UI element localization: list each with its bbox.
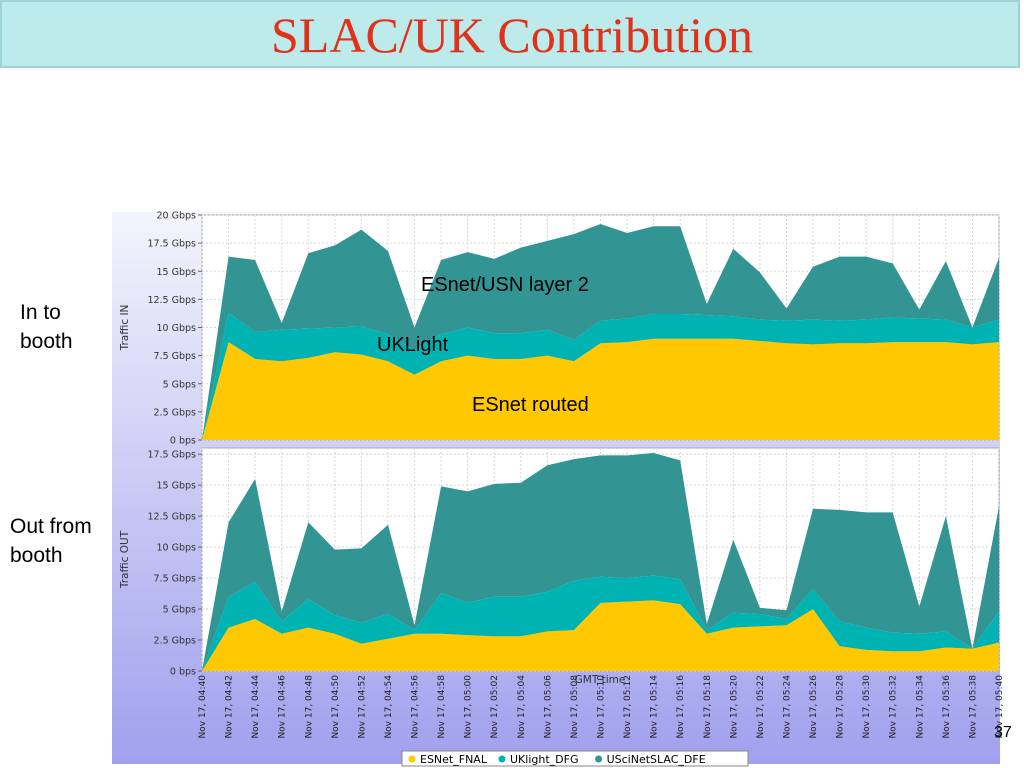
out-from-booth-label: Out from booth <box>10 515 92 567</box>
x-tick-label: Nov 17, 05:06 <box>543 675 553 739</box>
area-in-USciNetSLAC_DFE <box>202 224 999 440</box>
x-tick-label: Nov 17, 05:16 <box>676 675 686 739</box>
page-number: 37 <box>994 724 1012 741</box>
x-tick-label: Nov 17, 04:58 <box>437 675 447 739</box>
x-tick-label: Nov 17, 05:40 <box>995 675 1005 739</box>
y-tick-label-out: 12.5 Gbps <box>147 512 196 523</box>
annotation-esnet-usn-layer2: ESnet/USN layer 2 <box>421 274 589 296</box>
y-tick-label-in: 17.5 Gbps <box>147 239 196 250</box>
x-tick-label: Nov 17, 04:54 <box>384 675 394 739</box>
x-tick-label: Nov 17, 04:46 <box>278 675 288 739</box>
annotation-esnet-routed: ESnet routed <box>472 394 589 416</box>
y-tick-label-out: 17.5 Gbps <box>147 450 196 461</box>
y-axis-title-in: Traffic IN <box>119 305 131 352</box>
x-tick-label: Nov 17, 05:26 <box>809 675 819 739</box>
y-tick-label-out: 0 bps <box>170 667 196 678</box>
x-tick-label: Nov 17, 05:32 <box>889 675 899 739</box>
x-tick-label: Nov 17, 05:30 <box>862 675 872 739</box>
area-in-ESNet_FNAL <box>202 338 999 440</box>
y-axis-title-out: Traffic OUT <box>119 530 131 589</box>
y-tick-label-in: 0 bps <box>170 436 196 447</box>
in-to-booth-label: In to booth <box>20 301 73 353</box>
legend-swatch-ESNet_FNAL <box>408 755 416 763</box>
x-tick-label: Nov 17, 04:42 <box>225 675 235 739</box>
x-tick-label: Nov 17, 05:12 <box>623 675 633 739</box>
y-tick-label-out: 7.5 Gbps <box>154 574 197 585</box>
x-tick-label: Nov 17, 04:50 <box>331 675 341 739</box>
y-tick-label-in: 15 Gbps <box>157 267 197 278</box>
legend-swatch-UKlight_DFG <box>498 755 506 763</box>
area-out-ESNet_FNAL <box>202 600 999 671</box>
x-tick-label: Nov 17, 04:44 <box>251 675 261 739</box>
y-tick-label-out: 2.5 Gbps <box>154 636 197 647</box>
x-tick-label: Nov 17, 05:34 <box>915 675 925 739</box>
legend-swatch-USciNetSLAC_DFE <box>595 755 603 763</box>
x-tick-label: Nov 17, 05:20 <box>729 675 739 739</box>
x-tick-label: Nov 17, 04:56 <box>411 675 421 739</box>
x-tick-label: Nov 17, 05:10 <box>597 675 607 739</box>
y-tick-label-out: 10 Gbps <box>157 543 197 554</box>
y-tick-label-out: 5 Gbps <box>163 605 196 616</box>
y-tick-label-out: 15 Gbps <box>157 481 197 492</box>
x-tick-label: Nov 17, 05:14 <box>650 675 660 739</box>
legend-label-ESNet_FNAL: ESNet_FNAL <box>420 753 488 766</box>
x-tick-label: Nov 17, 05:02 <box>490 675 500 739</box>
x-tick-label: Nov 17, 04:52 <box>357 675 367 739</box>
y-tick-label-in: 10 Gbps <box>157 323 197 334</box>
y-tick-label-in: 7.5 Gbps <box>154 351 197 362</box>
annotation-uklight: UKLight <box>377 334 449 356</box>
x-tick-label: Nov 17, 05:28 <box>836 675 846 739</box>
x-tick-label: Nov 17, 05:08 <box>570 675 580 739</box>
x-tick-label: Nov 17, 05:04 <box>517 675 527 739</box>
area-out-USciNetSLAC_DFE <box>202 453 999 671</box>
x-tick-label: Nov 17, 05:24 <box>782 675 792 739</box>
y-tick-label-in: 2.5 Gbps <box>154 407 197 418</box>
x-tick-label: Nov 17, 05:18 <box>703 675 713 739</box>
legend-box <box>401 750 749 767</box>
y-tick-label-in: 20 Gbps <box>157 211 197 222</box>
x-tick-label: Nov 17, 04:48 <box>304 675 314 739</box>
y-tick-label-in: 5 Gbps <box>163 379 196 390</box>
x-tick-label: Nov 17, 05:38 <box>968 675 978 739</box>
x-tick-label: Nov 17, 04:40 <box>198 675 208 739</box>
legend-label-USciNetSLAC_DFE: USciNetSLAC_DFE <box>607 753 706 766</box>
legend-label-UKlight_DFG: UKlight_DFG <box>510 753 578 766</box>
x-tick-label: Nov 17, 05:00 <box>464 675 474 739</box>
title-bar: SLAC/UK Contribution <box>0 0 1020 68</box>
area-in-UKlight_DFG <box>202 312 999 440</box>
area-out-UKlight_DFG <box>202 575 999 671</box>
slide-title: SLAC/UK Contribution <box>271 7 753 63</box>
x-axis-title: GMT time <box>575 674 626 686</box>
x-tick-label: Nov 17, 05:22 <box>756 675 766 739</box>
y-tick-label-in: 12.5 Gbps <box>147 295 196 306</box>
x-tick-label: Nov 17, 05:36 <box>942 675 952 739</box>
